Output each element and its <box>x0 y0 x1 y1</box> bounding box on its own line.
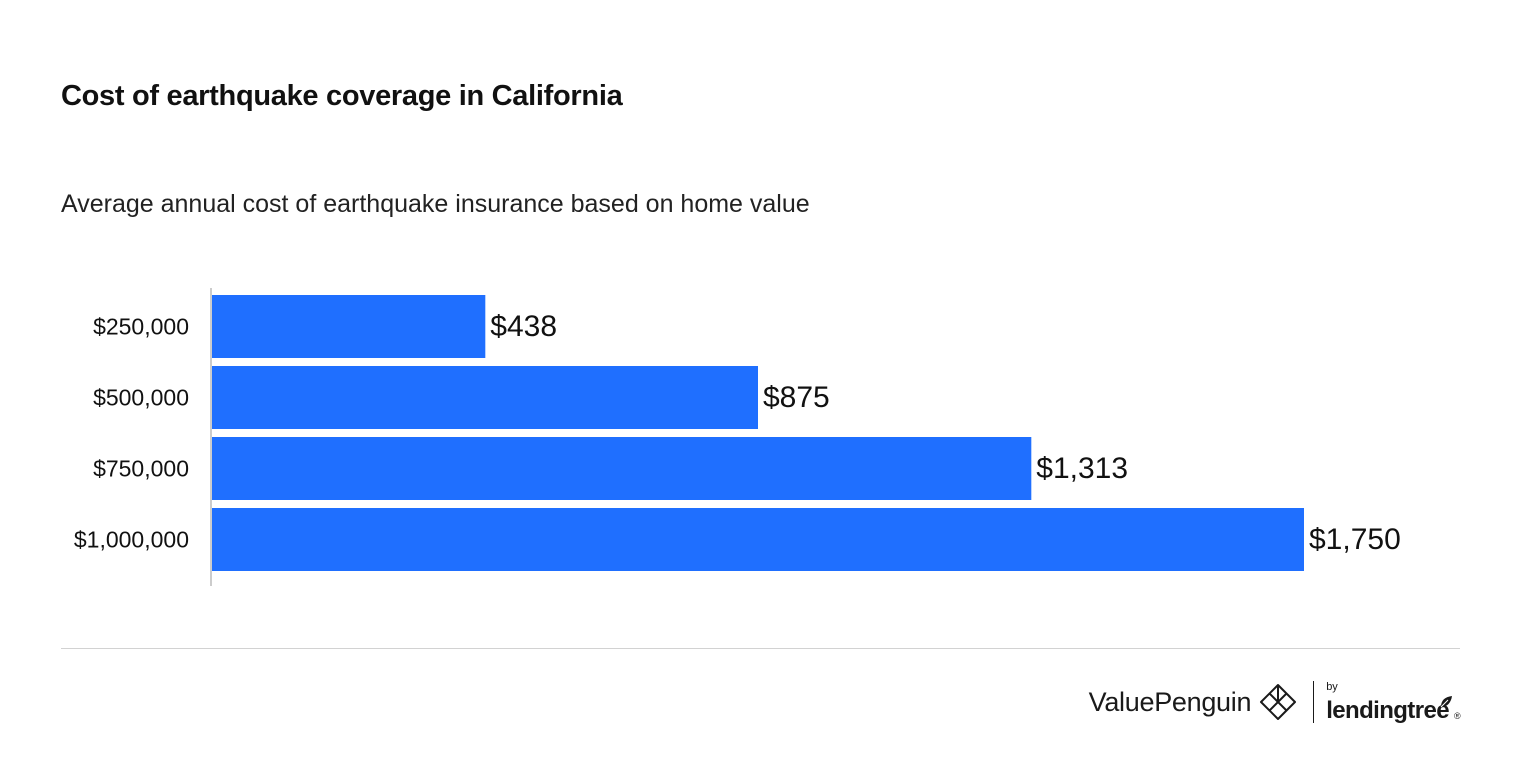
brand-separator <box>1313 681 1315 723</box>
partner-lockup: by lendingtree ® <box>1326 680 1461 724</box>
partner-name: lendingtree <box>1326 696 1449 724</box>
chart-title: Cost of earthquake coverage in Californi… <box>61 80 623 112</box>
bar-3 <box>212 508 1304 571</box>
leaf-icon <box>1440 695 1452 707</box>
valuepenguin-logo-icon <box>1260 684 1297 720</box>
value-label-2: $1,313 <box>1036 452 1128 485</box>
brand-name: ValuePenguin <box>1088 686 1252 717</box>
value-label-3: $1,750 <box>1309 523 1401 556</box>
category-label-0: $250,000 <box>93 314 189 340</box>
value-label-1: $875 <box>763 381 830 414</box>
value-label-0: $438 <box>490 310 557 343</box>
category-label-1: $500,000 <box>93 385 189 411</box>
bar-chart: $250,000 $438 $500,000 $875 $750,000 $1,313 $1… <box>74 288 1401 586</box>
bar-0 <box>212 295 486 358</box>
partner-prefix: by <box>1326 680 1338 693</box>
trademark-symbol: ® <box>1453 710 1461 721</box>
chart-subtitle: Average annual cost of earthquake insura… <box>61 190 810 218</box>
partner-wordmark: lendingtree ® <box>1326 695 1461 724</box>
bar-2 <box>212 437 1032 500</box>
category-label-3: $1,000,000 <box>74 527 189 553</box>
brand-lockup: ValuePenguin by lendingtree ® <box>1088 678 1461 726</box>
bar-1 <box>212 366 758 429</box>
footer-divider <box>61 648 1460 649</box>
category-label-2: $750,000 <box>93 456 189 482</box>
bar-group: $250,000 $438 $500,000 $875 $750,000 $1,313 $1… <box>74 295 1401 571</box>
